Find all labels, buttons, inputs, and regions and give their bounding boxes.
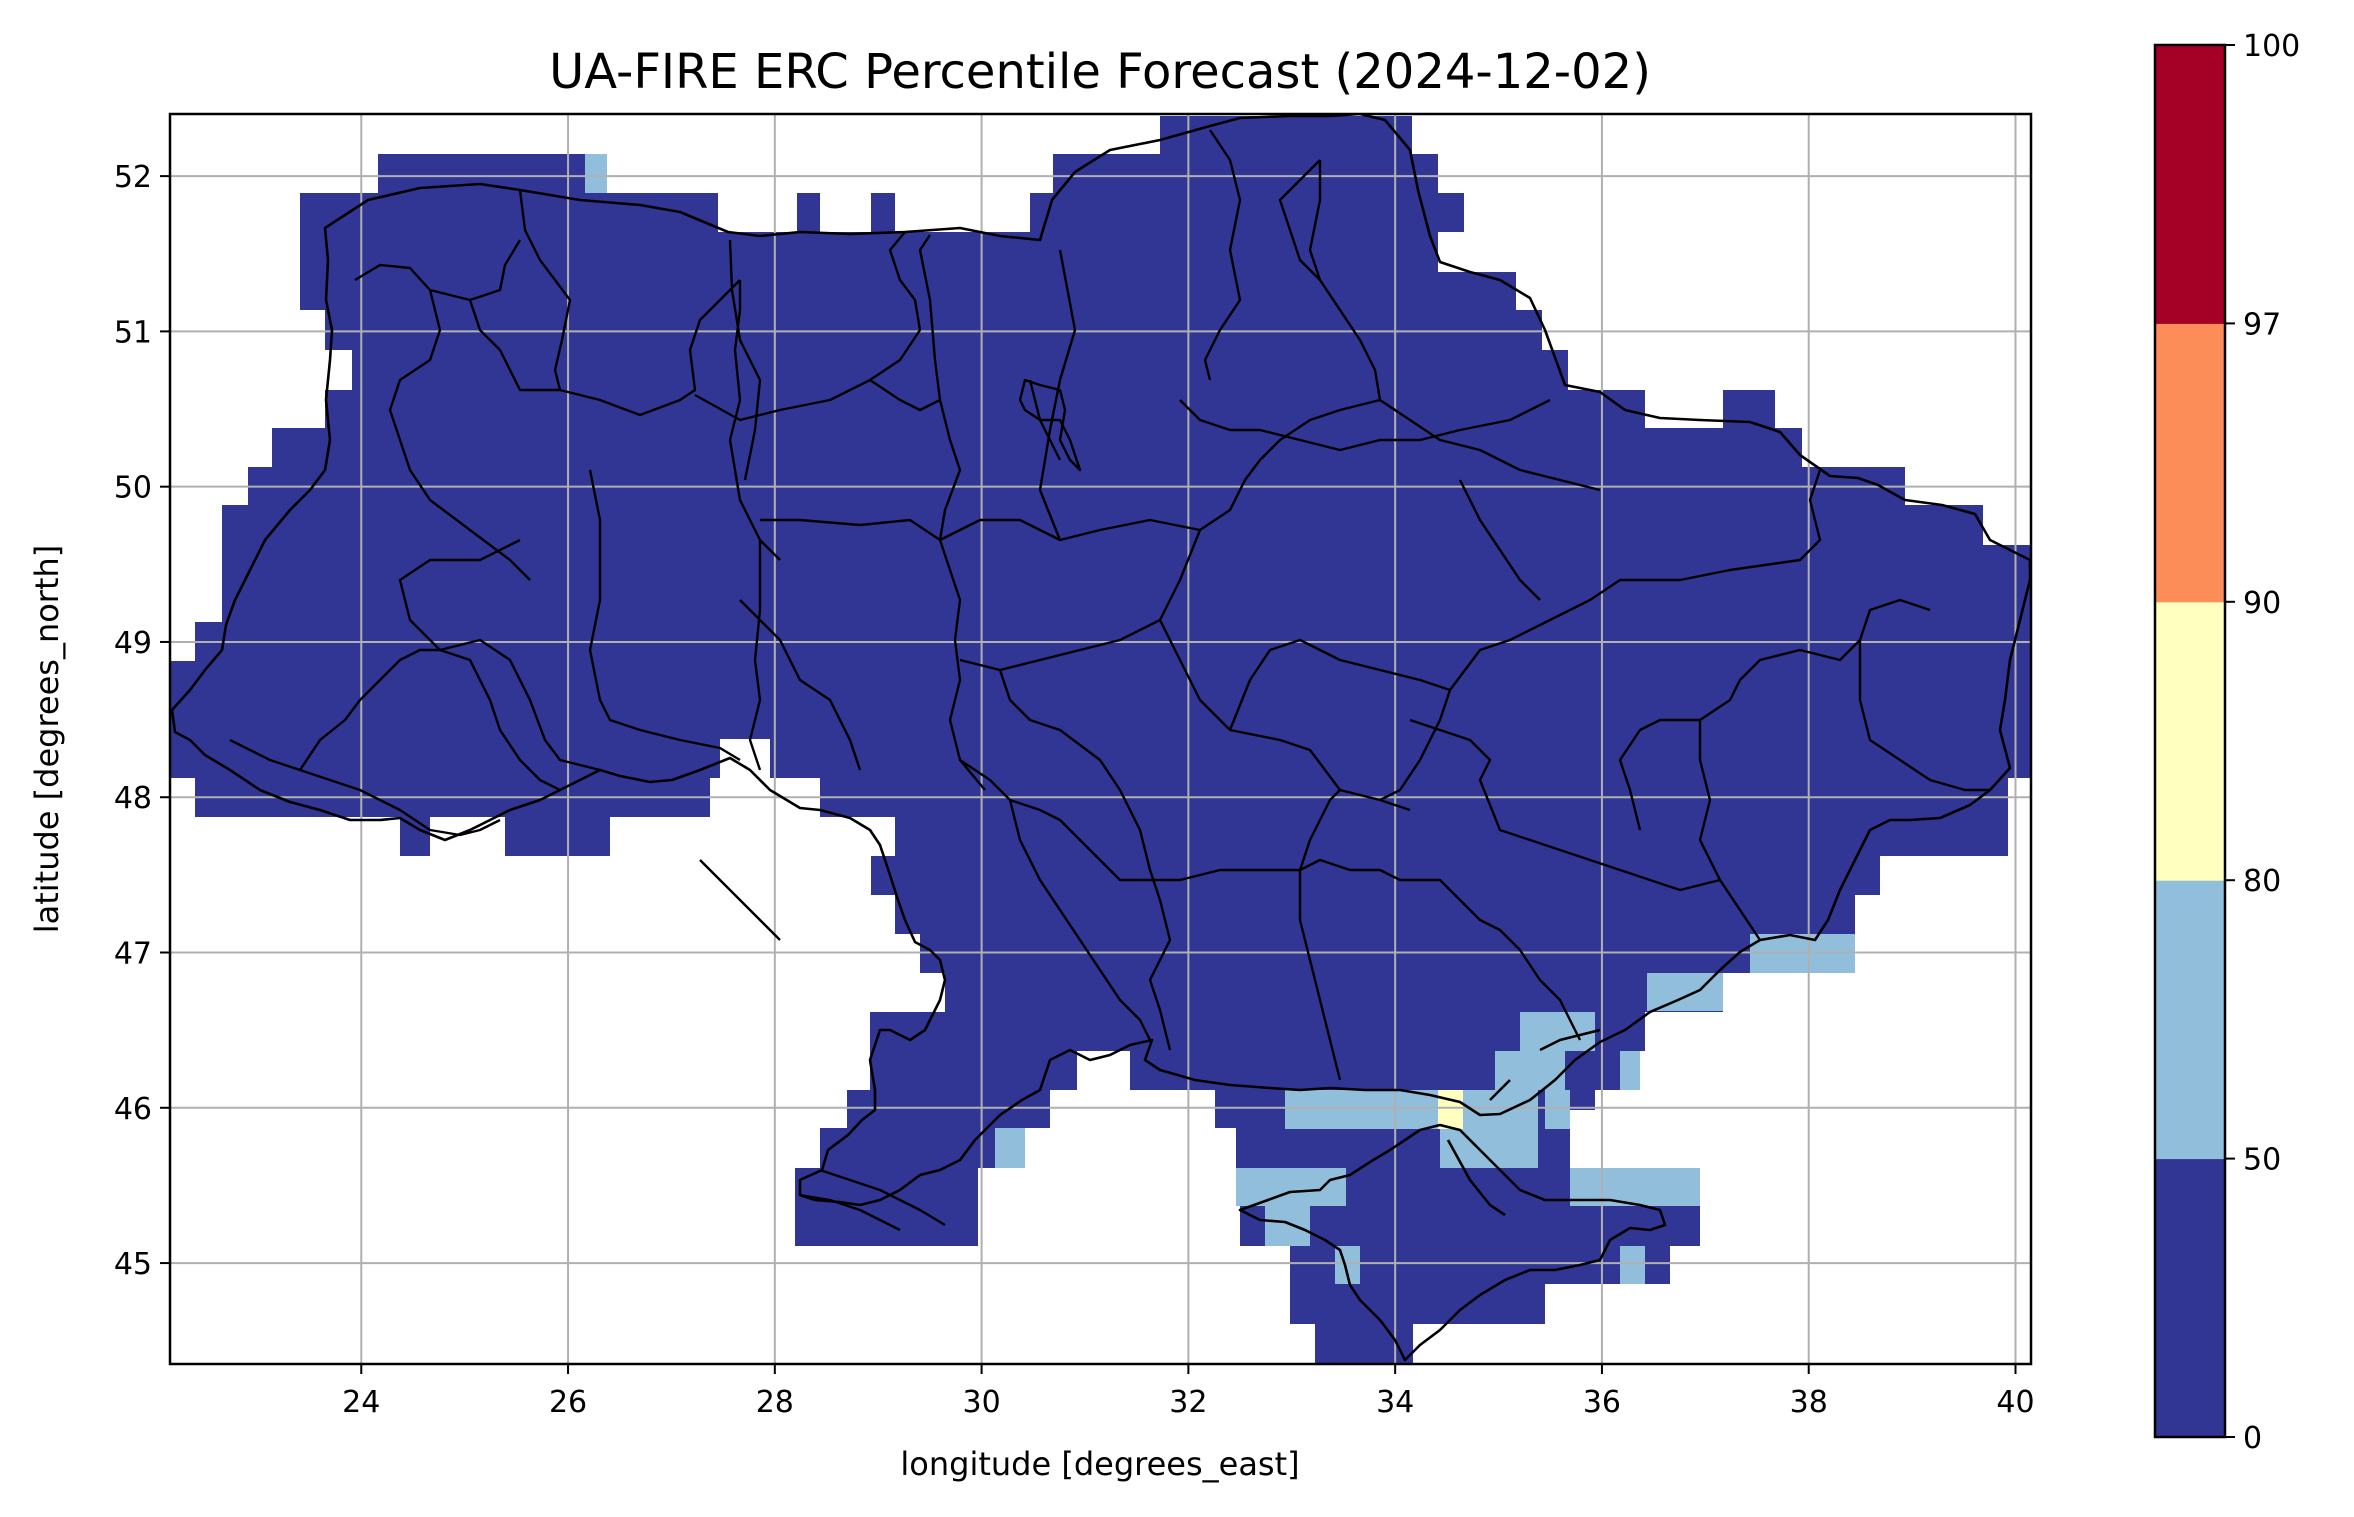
x-tick-label: 24 — [342, 1385, 380, 1420]
colorbar-band — [2155, 45, 2225, 324]
lower-left-boundaries — [229, 648, 946, 1232]
y-tick-label: 51 — [114, 315, 152, 350]
y-tick-label: 49 — [114, 626, 152, 661]
colorbar-band — [2155, 1158, 2225, 1438]
axes-frame — [168, 112, 2033, 1366]
colorbar-tick-label: 100 — [2243, 29, 2300, 64]
x-tick-label: 32 — [1169, 1385, 1207, 1420]
colorbar-tick-label: 0 — [2243, 1421, 2262, 1456]
colorbar-band — [2155, 323, 2225, 603]
y-tick-label: 50 — [114, 471, 152, 506]
oblast-boundaries — [354, 129, 1990, 1081]
colorbar: 0 50 80 90 97 100 — [2153, 29, 2300, 1456]
y-tick-label: 46 — [114, 1092, 152, 1127]
map-layer — [170, 114, 2031, 1364]
x-tick-label: 38 — [1790, 1385, 1828, 1420]
y-axis-ticks: 45 46 47 48 49 50 51 52 — [114, 160, 170, 1282]
crimea-outline — [1238, 1123, 1667, 1362]
colorbar-ticks: 0 50 80 90 97 100 — [2225, 29, 2300, 1456]
colorbar-band — [2155, 601, 2225, 881]
azov-coast-inner — [1489, 1028, 1601, 1101]
x-tick-label: 30 — [963, 1385, 1001, 1420]
colorbar-tick-label: 97 — [2243, 307, 2281, 342]
colorbar-frame — [2153, 43, 2227, 1439]
arabat-spit — [1446, 1139, 1506, 1217]
y-tick-label: 47 — [114, 937, 152, 972]
y-tick-label: 45 — [114, 1247, 152, 1282]
chart-title: UA-FIRE ERC Percentile Forecast (2024-12… — [549, 44, 1651, 100]
colorbar-tick-label: 50 — [2243, 1143, 2281, 1178]
x-tick-label: 26 — [549, 1385, 587, 1420]
y-tick-label: 48 — [114, 781, 152, 816]
x-axis-label: longitude [degrees_east] — [900, 1445, 1299, 1483]
erc-class-80-90-cell — [1438, 1090, 1463, 1129]
x-tick-label: 40 — [1996, 1385, 2034, 1420]
y-axis-label: latitude [degrees_north] — [28, 545, 66, 934]
map-plot-area: 24 26 28 30 32 34 36 38 40 45 46 47 48 49 50 51 52 — [114, 112, 2035, 1420]
colorbar-band — [2155, 880, 2225, 1160]
erc-class-50-80-area — [585, 154, 1855, 1284]
colorbar-tick-label: 90 — [2243, 586, 2281, 621]
administrative-boundaries — [170, 114, 2031, 1362]
y-tick-label: 52 — [114, 160, 152, 195]
colorbar-tick-label: 80 — [2243, 864, 2281, 899]
erc-class-0-50-area — [170, 116, 2031, 1364]
x-tick-label: 34 — [1376, 1385, 1414, 1420]
x-tick-label: 28 — [756, 1385, 794, 1420]
colorbar-bands — [2155, 45, 2225, 1438]
x-tick-label: 36 — [1583, 1385, 1621, 1420]
x-axis-ticks: 24 26 28 30 32 34 36 38 40 — [342, 1364, 2035, 1420]
national-border — [170, 114, 2031, 1207]
